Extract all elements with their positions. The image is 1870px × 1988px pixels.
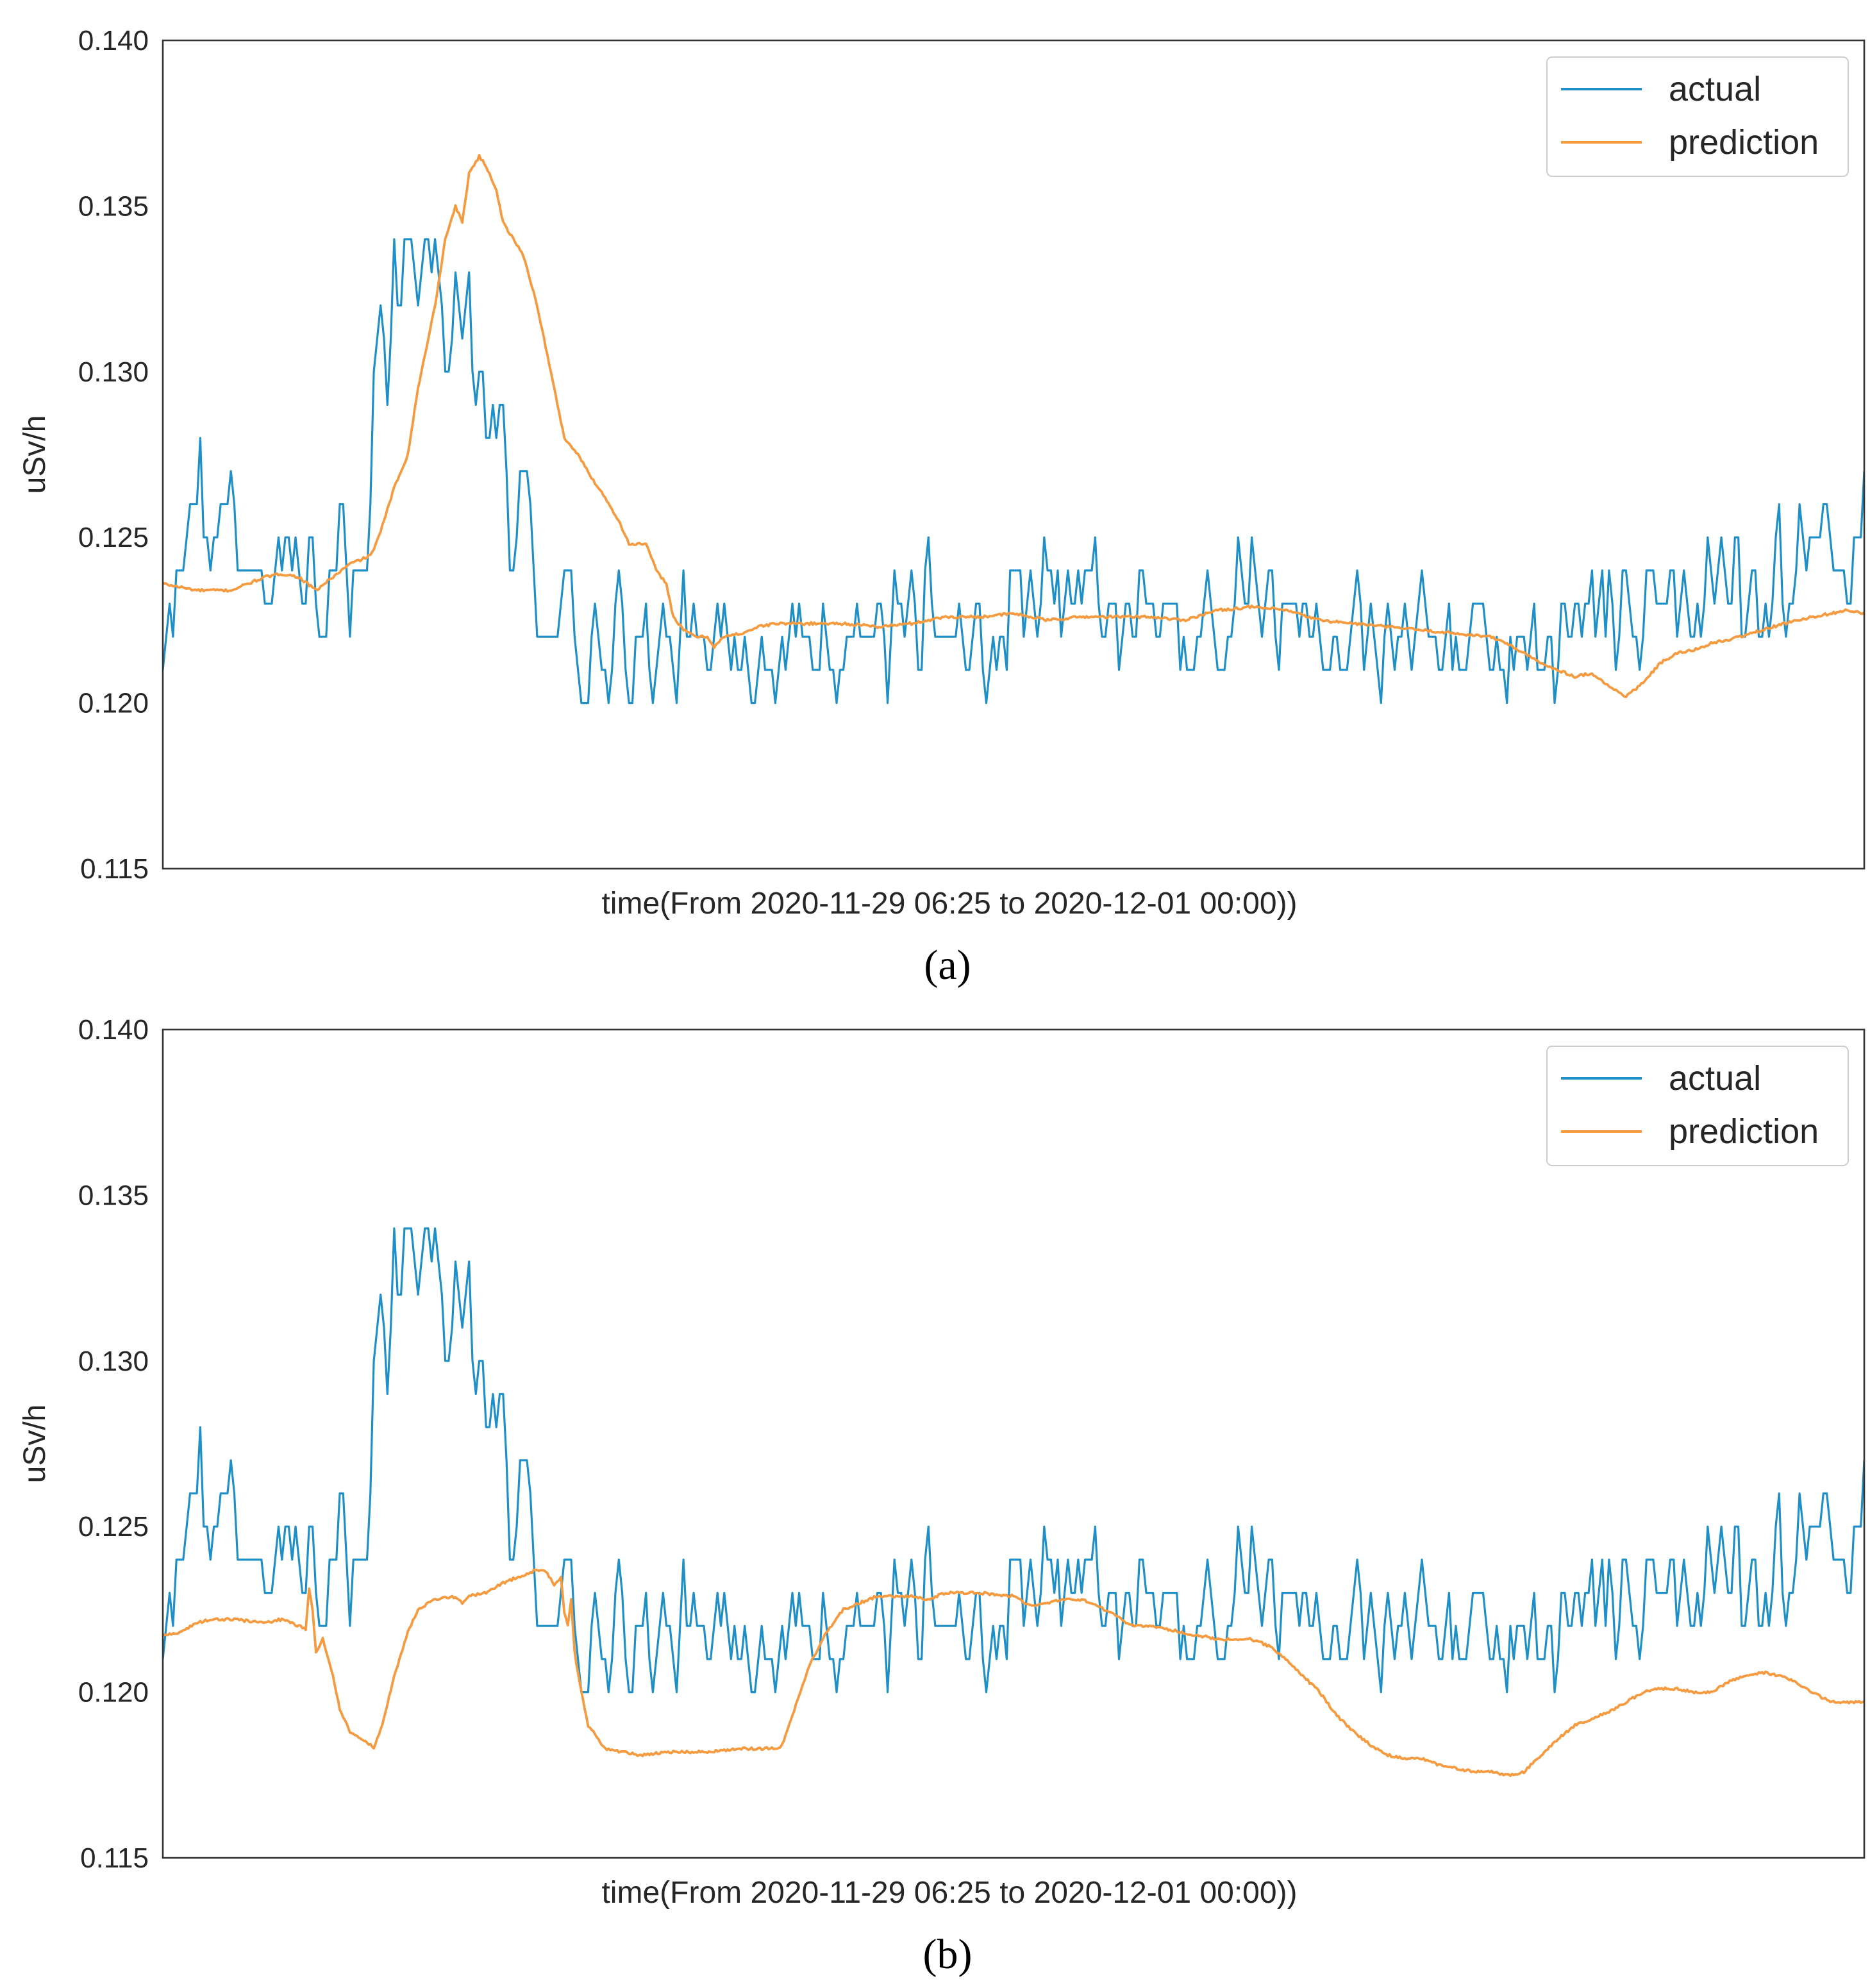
y-axis-label-b: uSv/h <box>18 1405 52 1483</box>
legend-label-actual-b: actual <box>1669 1059 1761 1098</box>
series-line-prediction-b <box>163 1568 1864 1777</box>
y-tick-label-a-1: 0.120 <box>78 688 149 719</box>
y-tick-label-a-2: 0.125 <box>78 522 149 553</box>
legend-a: actual prediction <box>1546 56 1849 177</box>
y-tick-label-b-0: 0.115 <box>80 1842 149 1874</box>
panel-caption-b: (b) <box>923 1931 973 1978</box>
y-tick-labels-a: 0.115 0.120 0.125 0.130 0.135 0.140 <box>78 25 149 885</box>
panel-caption-a: (a) <box>924 942 971 989</box>
legend-label-actual-a: actual <box>1669 70 1761 108</box>
chart-panel-a: 0.115 0.120 0.125 0.130 0.135 0.140 uSv/h tim… <box>18 25 1866 989</box>
legend-box-a <box>1546 56 1849 177</box>
x-axis-label-a: time(From 2020-11-29 06:25 to 2020-12-01… <box>601 887 1297 921</box>
series-layer-b <box>163 1227 1864 1777</box>
y-tick-label-a-5: 0.140 <box>78 25 149 56</box>
y-tick-label-b-5: 0.140 <box>78 1014 149 1046</box>
plot-frame-b <box>162 1028 1866 1859</box>
y-tick-label-a-0: 0.115 <box>80 853 149 885</box>
y-tick-label-a-3: 0.130 <box>78 356 149 388</box>
chart-panel-b: 0.115 0.120 0.125 0.130 0.135 0.140 uSv/h tim… <box>18 1014 1866 1978</box>
legend-label-prediction-a: prediction <box>1669 123 1819 162</box>
plot-frame-a <box>162 39 1866 870</box>
legend-label-prediction-b: prediction <box>1669 1112 1819 1151</box>
y-axis-label-a: uSv/h <box>18 415 52 494</box>
y-tick-label-b-1: 0.120 <box>78 1677 149 1708</box>
legend-b: actual prediction <box>1546 1046 1849 1166</box>
series-line-prediction-a <box>163 154 1864 699</box>
x-axis-label-b: time(From 2020-11-29 06:25 to 2020-12-01… <box>601 1876 1297 1910</box>
y-tick-label-b-3: 0.130 <box>78 1346 149 1377</box>
y-tick-label-b-4: 0.135 <box>78 1180 149 1211</box>
series-layer-a <box>163 154 1864 705</box>
series-line-actual-b <box>163 1227 1864 1694</box>
y-tick-labels-b: 0.115 0.120 0.125 0.130 0.135 0.140 <box>78 1014 149 1874</box>
y-tick-label-a-4: 0.135 <box>78 190 149 222</box>
y-tick-label-b-2: 0.125 <box>78 1511 149 1542</box>
series-line-actual-a <box>163 238 1864 705</box>
legend-box-b <box>1546 1046 1849 1166</box>
